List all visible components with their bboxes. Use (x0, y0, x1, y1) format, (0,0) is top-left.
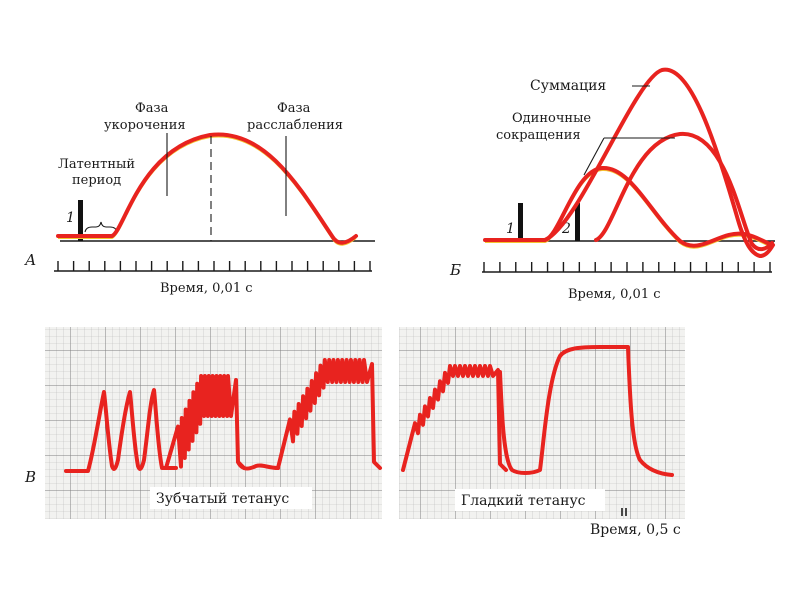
panel-c-jagged-label-bg (150, 487, 312, 509)
panel-c-time-label: Время, 0,5 с (590, 522, 681, 538)
panel-b-single-2-curve (594, 131, 774, 252)
panel-a-stimulus-number: 1 (66, 210, 75, 226)
panel-a-letter: А (24, 251, 36, 269)
panel-b-time-label: Время, 0,01 с (568, 287, 661, 302)
panel-b-summation-label: Суммация (530, 78, 606, 94)
panel-b: 1 2 Суммация Одиночные сокращения Б Врем… (449, 67, 775, 302)
panel-a-stimulus-marker (78, 200, 83, 241)
panel-b-single-label-2: сокращения (496, 128, 581, 143)
panel-a-twitch-curve (56, 132, 358, 245)
panel-b-stimulus-2-marker (575, 203, 580, 241)
panel-c-gap-baseline (236, 460, 280, 471)
panel-a-time-label: Время, 0,01 с (160, 281, 253, 296)
panel-a-latent-label-2: период (72, 173, 121, 188)
panel-b-single-pointer-b (583, 137, 605, 176)
panel-b-letter: Б (449, 261, 461, 279)
panel-a: 1 Латентный период Фаза укорочения Фаза … (24, 101, 375, 296)
panel-a-relaxation-label-2: расслабления (247, 118, 343, 133)
panel-b-stimulus-1-marker (518, 203, 523, 241)
panel-c-smooth-tetanus (498, 345, 674, 477)
panel-c-jagged-label: Зубчатый тетанус (156, 491, 289, 507)
panel-c-smooth-label: Гладкий тетанус (461, 493, 586, 509)
panel-b-single-label-1: Одиночные (512, 111, 591, 126)
panel-a-relaxation-label-1: Фаза (277, 101, 311, 116)
panel-c-letter: В (24, 468, 36, 486)
panel-c-partial-tetanus (401, 364, 508, 472)
panel-c-right-grid (399, 327, 685, 519)
panel-a-latent-brace (84, 221, 118, 233)
panel-b-stimulus-1-number: 1 (506, 221, 515, 237)
panel-c-jagged-tetanus-2 (276, 358, 382, 470)
panel-b-stimulus-2-number: 2 (561, 221, 571, 237)
panel-a-shortening-label-2: укорочения (104, 118, 186, 133)
panel-b-summation-curve (543, 67, 775, 258)
panel-a-time-axis (54, 261, 372, 272)
panel-a-shortening-label-1: Фаза (135, 101, 169, 116)
panel-a-latent-label-1: Латентный (58, 157, 135, 172)
panel-c-jagged-tetanus-1 (164, 374, 246, 470)
panel-c: Зубчатый тетанус Гладкий тетанус В Время… (24, 327, 685, 538)
panel-a-curve-edge (58, 135, 357, 246)
panel-c-single-twitches (64, 388, 178, 473)
panel-b-time-axis (482, 262, 772, 273)
panel-c-smooth-label-bg (455, 489, 605, 511)
